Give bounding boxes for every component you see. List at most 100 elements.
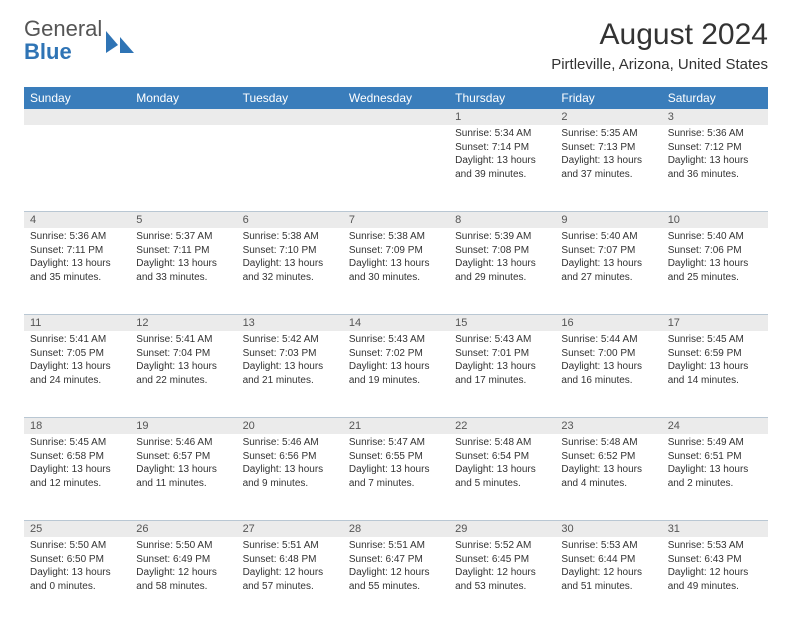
sunset-line: Sunset: 7:09 PM [349,244,443,258]
sunrise-line: Sunrise: 5:50 AM [136,539,230,553]
day-number: 25 [30,523,42,535]
daynum-cell: 4 [24,212,130,229]
daynum-cell: 16 [555,315,661,332]
day-cell: Sunrise: 5:49 AMSunset: 6:51 PMDaylight:… [662,434,768,521]
daylight-line: Daylight: 13 hours and 25 minutes. [668,257,762,284]
day-content: Sunrise: 5:52 AMSunset: 6:45 PMDaylight:… [449,537,555,599]
day-content: Sunrise: 5:41 AMSunset: 7:05 PMDaylight:… [24,331,130,393]
daylight-line: Daylight: 12 hours and 49 minutes. [668,566,762,593]
day-number: 4 [30,214,36,226]
sunrise-line: Sunrise: 5:43 AM [455,333,549,347]
daynum-cell: 13 [237,315,343,332]
day-number: 10 [668,214,680,226]
day-cell: Sunrise: 5:34 AMSunset: 7:14 PMDaylight:… [449,125,555,212]
sunset-line: Sunset: 6:56 PM [243,450,337,464]
daynum-cell: 23 [555,418,661,435]
day-content: Sunrise: 5:38 AMSunset: 7:09 PMDaylight:… [343,228,449,290]
sunset-line: Sunset: 6:57 PM [136,450,230,464]
day-content: Sunrise: 5:53 AMSunset: 6:43 PMDaylight:… [662,537,768,599]
sunset-line: Sunset: 6:43 PM [668,553,762,567]
day-number: 15 [455,317,467,329]
day-cell: Sunrise: 5:48 AMSunset: 6:54 PMDaylight:… [449,434,555,521]
day-cell [237,125,343,212]
daylight-line: Daylight: 13 hours and 4 minutes. [561,463,655,490]
sunrise-line: Sunrise: 5:51 AM [243,539,337,553]
sunset-line: Sunset: 7:00 PM [561,347,655,361]
day-number: 23 [561,420,573,432]
sunset-line: Sunset: 6:54 PM [455,450,549,464]
day-cell: Sunrise: 5:35 AMSunset: 7:13 PMDaylight:… [555,125,661,212]
day-content: Sunrise: 5:43 AMSunset: 7:02 PMDaylight:… [343,331,449,393]
daylight-line: Daylight: 12 hours and 57 minutes. [243,566,337,593]
sunrise-line: Sunrise: 5:48 AM [455,436,549,450]
daylight-line: Daylight: 13 hours and 24 minutes. [30,360,124,387]
daynum-cell: 20 [237,418,343,435]
day-content: Sunrise: 5:50 AMSunset: 6:50 PMDaylight:… [24,537,130,599]
sunrise-line: Sunrise: 5:38 AM [243,230,337,244]
day-number: 24 [668,420,680,432]
logo: General Blue [24,18,138,64]
location-subtitle: Pirtleville, Arizona, United States [551,56,768,73]
sunset-line: Sunset: 7:11 PM [30,244,124,258]
daylight-line: Daylight: 13 hours and 29 minutes. [455,257,549,284]
sunset-line: Sunset: 6:48 PM [243,553,337,567]
day-content: Sunrise: 5:34 AMSunset: 7:14 PMDaylight:… [449,125,555,187]
daynum-cell: 12 [130,315,236,332]
daylight-line: Daylight: 13 hours and 19 minutes. [349,360,443,387]
day-content: Sunrise: 5:42 AMSunset: 7:03 PMDaylight:… [237,331,343,393]
day-cell: Sunrise: 5:38 AMSunset: 7:09 PMDaylight:… [343,228,449,315]
day-cell: Sunrise: 5:50 AMSunset: 6:50 PMDaylight:… [24,537,130,623]
sunset-line: Sunset: 6:47 PM [349,553,443,567]
weekday-header: Tuesday [237,87,343,109]
daylight-line: Daylight: 13 hours and 16 minutes. [561,360,655,387]
daynum-cell: 28 [343,521,449,538]
day-cell: Sunrise: 5:46 AMSunset: 6:57 PMDaylight:… [130,434,236,521]
sunset-line: Sunset: 7:05 PM [30,347,124,361]
day-number: 31 [668,523,680,535]
day-cell: Sunrise: 5:51 AMSunset: 6:47 PMDaylight:… [343,537,449,623]
daynum-cell: 15 [449,315,555,332]
daylight-line: Daylight: 13 hours and 36 minutes. [668,154,762,181]
daynum-cell: 19 [130,418,236,435]
sunrise-line: Sunrise: 5:45 AM [30,436,124,450]
daynum-cell [24,109,130,125]
day-cell: Sunrise: 5:52 AMSunset: 6:45 PMDaylight:… [449,537,555,623]
daynum-cell: 1 [449,109,555,125]
daynum-cell: 5 [130,212,236,229]
daynum-cell: 11 [24,315,130,332]
page-title: August 2024 [551,18,768,52]
sunrise-line: Sunrise: 5:50 AM [30,539,124,553]
daylight-line: Daylight: 12 hours and 55 minutes. [349,566,443,593]
day-number: 7 [349,214,355,226]
day-number: 17 [668,317,680,329]
sunrise-line: Sunrise: 5:34 AM [455,127,549,141]
day-content: Sunrise: 5:41 AMSunset: 7:04 PMDaylight:… [130,331,236,393]
day-number: 20 [243,420,255,432]
daylight-line: Daylight: 12 hours and 58 minutes. [136,566,230,593]
sunrise-line: Sunrise: 5:53 AM [668,539,762,553]
sunset-line: Sunset: 6:52 PM [561,450,655,464]
day-content: Sunrise: 5:49 AMSunset: 6:51 PMDaylight:… [662,434,768,496]
day-cell: Sunrise: 5:45 AMSunset: 6:58 PMDaylight:… [24,434,130,521]
day-content: Sunrise: 5:47 AMSunset: 6:55 PMDaylight:… [343,434,449,496]
daylight-line: Daylight: 13 hours and 14 minutes. [668,360,762,387]
sunset-line: Sunset: 6:49 PM [136,553,230,567]
daylight-line: Daylight: 13 hours and 30 minutes. [349,257,443,284]
sunrise-line: Sunrise: 5:40 AM [668,230,762,244]
daylight-line: Daylight: 13 hours and 11 minutes. [136,463,230,490]
daynum-cell: 22 [449,418,555,435]
day-number: 3 [668,111,674,123]
day-content: Sunrise: 5:37 AMSunset: 7:11 PMDaylight:… [130,228,236,290]
day-cell: Sunrise: 5:47 AMSunset: 6:55 PMDaylight:… [343,434,449,521]
day-content: Sunrise: 5:35 AMSunset: 7:13 PMDaylight:… [555,125,661,187]
daynum-row: 123 [24,109,768,125]
day-number: 28 [349,523,361,535]
day-content: Sunrise: 5:48 AMSunset: 6:52 PMDaylight:… [555,434,661,496]
day-content: Sunrise: 5:50 AMSunset: 6:49 PMDaylight:… [130,537,236,599]
logo-text-2: Blue [24,39,72,64]
day-cell: Sunrise: 5:39 AMSunset: 7:08 PMDaylight:… [449,228,555,315]
daynum-cell: 26 [130,521,236,538]
logo-text-block: General Blue [24,18,102,64]
day-cell: Sunrise: 5:43 AMSunset: 7:01 PMDaylight:… [449,331,555,418]
day-cell [343,125,449,212]
